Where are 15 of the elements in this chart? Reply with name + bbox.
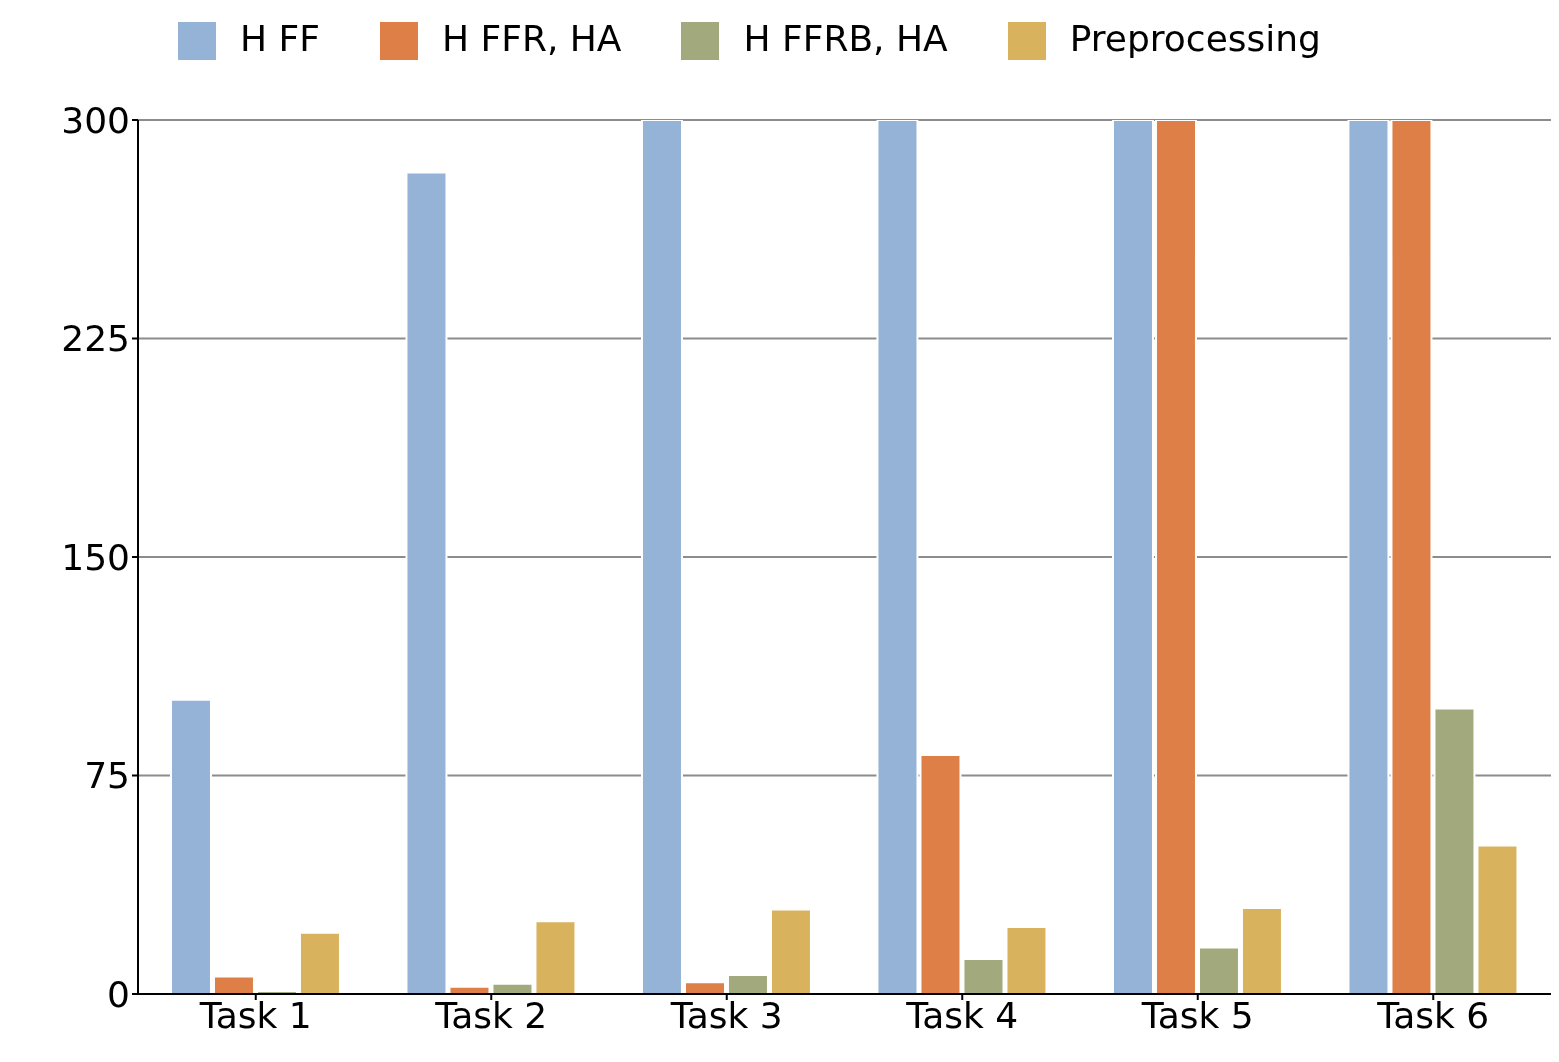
x-tick-label: Task 2 — [434, 994, 548, 1036]
x-tick-label: Task 4 — [905, 994, 1019, 1036]
x-tick-label: Task 5 — [1140, 994, 1254, 1036]
x-tick-label: Task 1 — [198, 994, 312, 1036]
y-tick-label: 0 — [107, 973, 130, 1015]
legend-label: Preprocessing — [1069, 18, 1321, 59]
legend-label: H FF — [240, 18, 320, 59]
x-tick-label: Task 6 — [1376, 994, 1490, 1036]
legend-label: H FFRB, HA — [743, 18, 948, 59]
legend-label: H FFR, HA — [441, 18, 622, 59]
y-tick-label: 150 — [61, 536, 130, 578]
y-tick-label: 75 — [84, 755, 130, 797]
x-tick-label: Task 3 — [669, 994, 783, 1036]
y-tick-label: 300 — [61, 99, 130, 141]
y-tick-label: 225 — [61, 318, 130, 360]
